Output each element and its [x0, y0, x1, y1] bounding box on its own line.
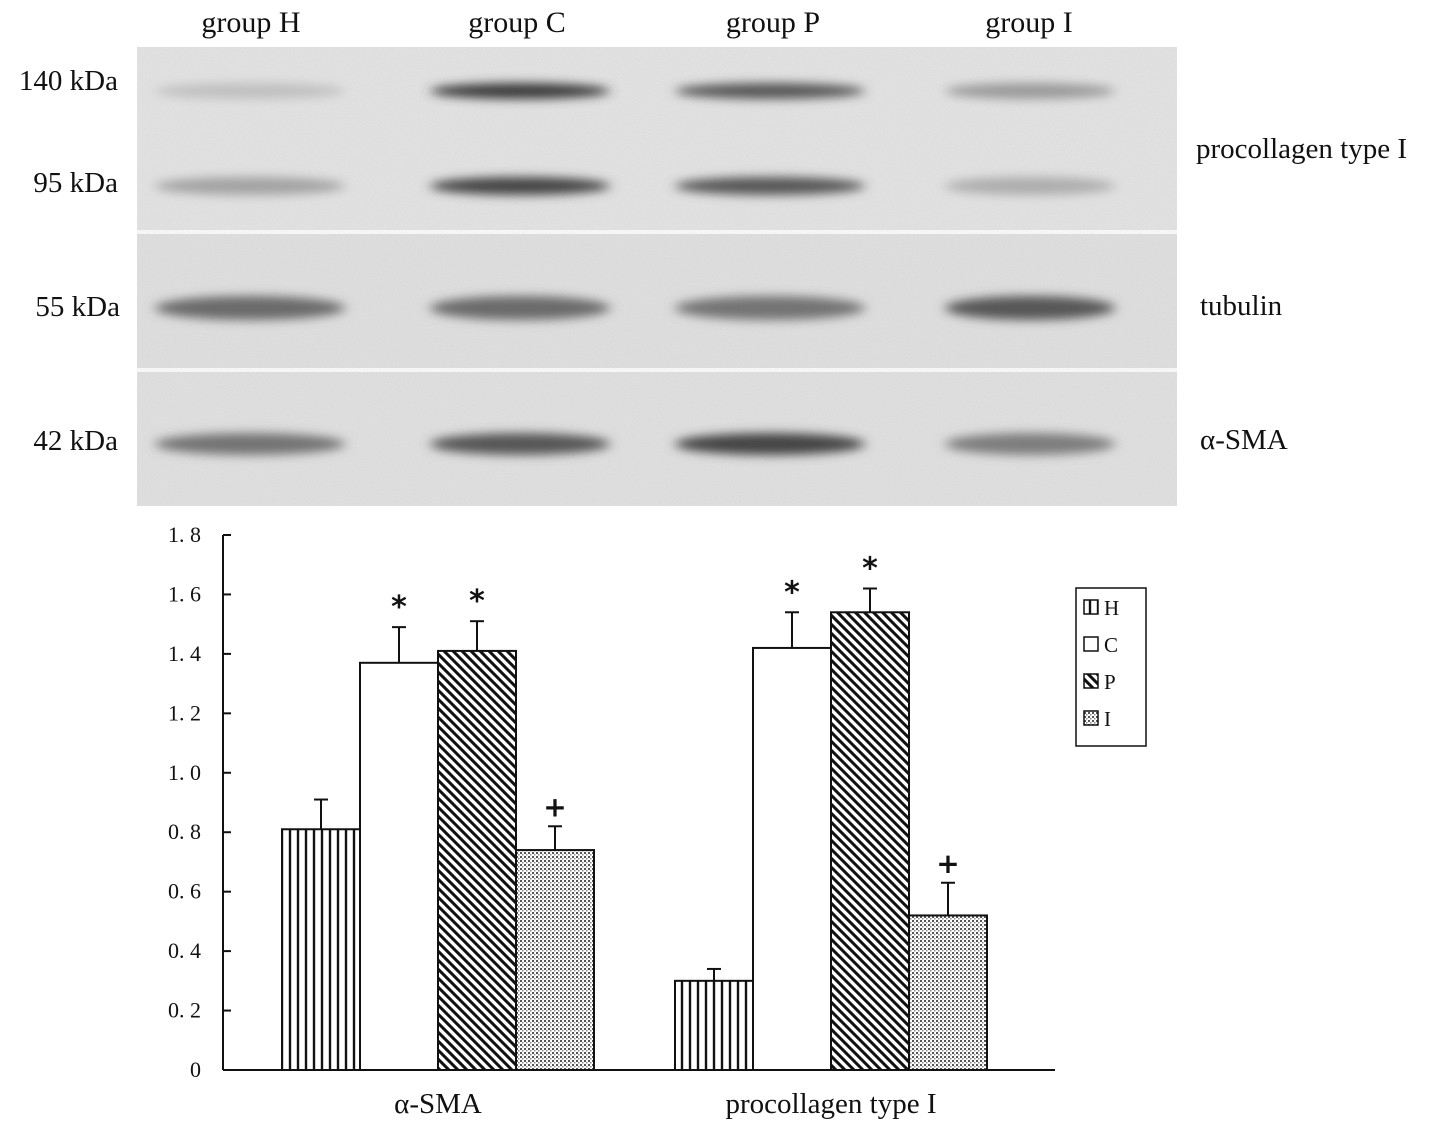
y-tick-label: 0. 6: [168, 879, 201, 904]
bar-P-0: [437, 649, 517, 1072]
significance-mark-P-0: *: [469, 584, 485, 619]
band-a_sma-lane-0: [155, 433, 345, 455]
significance-mark-I-1: +: [936, 847, 959, 880]
significance-mark-P-1: *: [862, 552, 878, 587]
western-blot-panel: [137, 47, 1177, 506]
y-tick-label: 0. 4: [168, 938, 201, 963]
band-procollagen_140-lane-0: [155, 83, 345, 99]
band-a_sma-lane-2: [675, 433, 865, 455]
legend-label-C: C: [1104, 633, 1118, 657]
band-a_sma-lane-3: [945, 433, 1115, 455]
lane-label-p: group P: [725, 6, 821, 39]
bar-H-1: [674, 979, 754, 1071]
legend-swatch-C: [1083, 636, 1099, 652]
y-tick-label: 1. 2: [168, 700, 201, 725]
bar-P-1: [830, 611, 910, 1071]
legend-swatch-H: [1083, 599, 1099, 615]
y-tick-label: 0. 8: [168, 819, 201, 844]
y-tick-label: 0. 2: [168, 998, 201, 1023]
legend-swatch-P: [1083, 673, 1099, 689]
legend-swatch-I: [1083, 710, 1099, 726]
y-tick-label: 1. 6: [168, 581, 201, 606]
band-a_sma-lane-1: [430, 433, 610, 455]
band-procollagen_95-lane-2: [675, 177, 865, 195]
significance-mark-C-0: *: [391, 590, 407, 625]
bar-I-0: [515, 849, 595, 1071]
band-tubulin-lane-1: [430, 296, 610, 320]
protein-label-tubulin: tubulin: [1200, 290, 1283, 322]
x-category-label-0: α-SMA: [394, 1088, 482, 1120]
protein-label-procollagen: procollagen type I: [1196, 133, 1407, 165]
y-tick-label: 1. 8: [168, 522, 201, 547]
band-procollagen_95-lane-1: [430, 177, 610, 195]
band-procollagen_95-lane-0: [155, 177, 345, 195]
band-procollagen_140-lane-3: [945, 83, 1115, 99]
significance-mark-C-1: *: [784, 575, 800, 610]
band-procollagen_140-lane-1: [430, 83, 610, 99]
chart-bars: * * + * * +: [281, 552, 988, 1072]
band-procollagen_140-lane-2: [675, 83, 865, 99]
legend-label-H: H: [1104, 596, 1119, 620]
legend-label-P: P: [1104, 670, 1116, 694]
x-category-label-1: procollagen type I: [726, 1088, 937, 1120]
mw-marker-140: 140 kDa: [18, 65, 118, 97]
lane-label-c: group C: [468, 6, 566, 39]
band-tubulin-lane-3: [945, 296, 1115, 320]
y-tick-label: 1. 0: [168, 760, 201, 785]
chart-axes: 0 0. 2 0. 4 0. 6 0. 8 1. 0 1. 2 1. 4 1. 6 1. 8 α-S…: [168, 522, 1055, 1120]
bar-C-1: [752, 646, 832, 1071]
bar-C-0: [359, 661, 439, 1071]
mw-marker-55: 55 kDa: [35, 291, 120, 323]
bar-H-0: [281, 828, 361, 1071]
mw-marker-95: 95 kDa: [33, 167, 118, 199]
significance-mark-I-0: +: [543, 790, 566, 823]
lane-label-i: group I: [985, 6, 1073, 39]
band-tubulin-lane-2: [675, 296, 865, 320]
y-tick-label: 1. 4: [168, 641, 201, 666]
legend-label-I: I: [1104, 707, 1111, 731]
y-tick-label: 0: [190, 1057, 201, 1082]
band-tubulin-lane-0: [155, 296, 345, 320]
bar-I-1: [908, 914, 988, 1072]
bands: [155, 83, 1115, 455]
protein-label-asma: α-SMA: [1200, 424, 1288, 456]
band-procollagen_95-lane-3: [945, 177, 1115, 195]
mw-marker-42: 42 kDa: [33, 425, 118, 457]
lane-label-h: group H: [201, 6, 301, 39]
membrane-texture: [137, 47, 1177, 506]
